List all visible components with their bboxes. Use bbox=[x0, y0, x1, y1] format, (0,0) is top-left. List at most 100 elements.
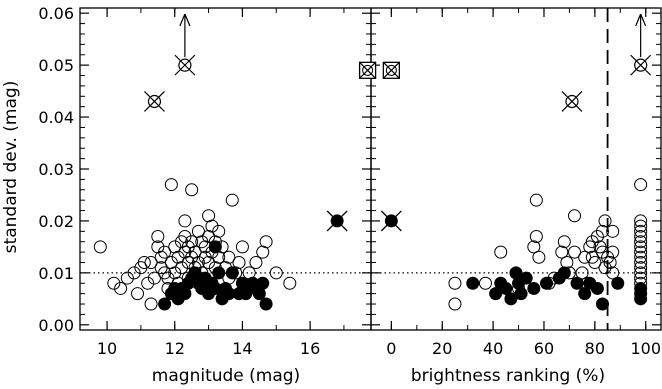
data-point-filled-circle bbox=[208, 240, 222, 254]
x-tick-label-right: 20 bbox=[432, 339, 452, 358]
x-tick-label-left: 10 bbox=[97, 339, 117, 358]
text-layer: standard dev. (mag) magnitude (mag) brig… bbox=[1, 4, 661, 386]
data-point-open-circle bbox=[222, 250, 236, 264]
x-tick-label-right: 80 bbox=[585, 339, 605, 358]
data-point-filled-circle bbox=[634, 292, 648, 306]
data-point-open-circle bbox=[634, 261, 648, 275]
data-point-open-circle bbox=[606, 266, 620, 280]
data-point-filled-circle bbox=[527, 281, 541, 295]
data-point-open-circle bbox=[532, 250, 546, 264]
data-point-filled-circle bbox=[225, 266, 239, 280]
data-point-open-circle bbox=[144, 297, 158, 311]
data-point-open-circle bbox=[634, 250, 648, 264]
data-point-open-circle bbox=[575, 266, 589, 280]
data-point-filled-circle bbox=[514, 287, 528, 301]
y-tick-label: 0.02 bbox=[38, 212, 74, 231]
data-point-filled-circle bbox=[557, 266, 571, 280]
y-tick-label: 0.06 bbox=[38, 4, 74, 23]
data-point-filled-circle bbox=[590, 281, 604, 295]
data-point-open-circle bbox=[598, 261, 612, 275]
x-axis-label-left: magnitude (mag) bbox=[152, 366, 300, 386]
y-tick-label: 0.00 bbox=[38, 316, 74, 335]
x-tick-label-right: 40 bbox=[483, 339, 503, 358]
data-point-open-circle bbox=[555, 245, 569, 259]
data-point-open-circle bbox=[634, 255, 648, 269]
data-point-open-circle bbox=[606, 224, 620, 238]
data-point-filled-circle bbox=[489, 287, 503, 301]
data-point-open-circle bbox=[249, 255, 263, 269]
data-point-open-circle bbox=[634, 219, 648, 233]
data-point-open-circle bbox=[634, 266, 648, 280]
data-point-crossed-open-circle bbox=[630, 54, 652, 76]
y-tick-label: 0.03 bbox=[38, 160, 74, 179]
data-point-open-circle bbox=[114, 281, 128, 295]
data-point-filled-circle bbox=[540, 276, 554, 290]
data-point-open-circle bbox=[606, 245, 620, 259]
data-point-open-circle bbox=[557, 235, 571, 249]
data-point-open-circle bbox=[127, 266, 141, 280]
data-point-open-circle bbox=[137, 255, 151, 269]
x-tick-label-right: 60 bbox=[534, 339, 554, 358]
x-tick-label-right: 0 bbox=[386, 339, 396, 358]
axes-layer bbox=[79, 7, 662, 331]
y-tick-label: 0.05 bbox=[38, 56, 74, 75]
data-point-open-circle bbox=[634, 224, 648, 238]
data-point-open-circle bbox=[269, 266, 283, 280]
data-point-open-circle bbox=[235, 240, 249, 254]
data-point-crossed-open-circle bbox=[144, 91, 165, 112]
y-axis-label: standard dev. (mag) bbox=[1, 81, 21, 254]
x-tick-label-left: 12 bbox=[165, 339, 185, 358]
data-point-open-circle bbox=[585, 235, 599, 249]
data-point-open-circle bbox=[283, 276, 297, 290]
data-point-filled-circle bbox=[466, 276, 480, 290]
data-point-open-circle bbox=[634, 235, 648, 249]
data-point-open-circle bbox=[205, 219, 219, 233]
data-point-open-circle bbox=[175, 261, 189, 275]
data-point-open-circle bbox=[568, 209, 582, 223]
data-point-open-circle bbox=[93, 240, 107, 254]
data-point-open-circle bbox=[634, 230, 648, 244]
data-point-open-circle bbox=[634, 240, 648, 254]
data-point-open-circle bbox=[178, 214, 192, 228]
upper-limit-arrow bbox=[179, 13, 191, 58]
data-point-filled-circle bbox=[570, 276, 584, 290]
data-point-filled-circle bbox=[256, 276, 270, 290]
data-point-crossed-filled-circle bbox=[380, 210, 402, 232]
data-point-open-circle bbox=[529, 193, 543, 207]
data-point-filled-circle bbox=[519, 271, 533, 285]
panel-frame-left bbox=[79, 7, 372, 331]
y-tick-label: 0.04 bbox=[38, 108, 74, 127]
data-point-open-circle bbox=[448, 276, 462, 290]
data-point-crossed-open-square bbox=[382, 61, 401, 79]
data-point-open-circle bbox=[212, 224, 226, 238]
data-point-open-circle bbox=[259, 235, 273, 249]
data-point-open-circle bbox=[634, 214, 648, 228]
data-point-filled-circle bbox=[499, 281, 513, 295]
data-point-open-circle bbox=[144, 255, 158, 269]
data-point-open-circle bbox=[494, 245, 508, 259]
data-point-crossed-open-square bbox=[358, 61, 377, 79]
y-tick-label: 0.01 bbox=[38, 264, 74, 283]
x-tick-label-left: 16 bbox=[300, 339, 320, 358]
data-point-open-circle bbox=[107, 276, 121, 290]
data-point-filled-circle bbox=[611, 276, 625, 290]
data-point-open-circle bbox=[158, 245, 172, 259]
data-point-open-circle bbox=[634, 245, 648, 259]
data-point-filled-circle bbox=[259, 297, 273, 311]
data-point-open-circle bbox=[448, 297, 462, 311]
upper-limit-arrow bbox=[635, 13, 647, 58]
data-point-open-circle bbox=[164, 178, 178, 192]
data-point-open-circle bbox=[232, 255, 246, 269]
data-point-open-circle bbox=[478, 276, 492, 290]
data-point-open-circle bbox=[161, 271, 175, 285]
data-point-filled-circle bbox=[595, 297, 609, 311]
data-point-open-circle bbox=[595, 224, 609, 238]
marks-layer bbox=[93, 13, 652, 311]
data-point-open-circle bbox=[225, 193, 239, 207]
data-point-open-circle bbox=[147, 271, 161, 285]
x-axis-label-right: brightness ranking (%) bbox=[411, 366, 605, 386]
data-point-open-circle bbox=[527, 240, 541, 254]
data-point-crossed-open-circle bbox=[174, 54, 196, 76]
data-point-open-circle bbox=[120, 271, 134, 285]
